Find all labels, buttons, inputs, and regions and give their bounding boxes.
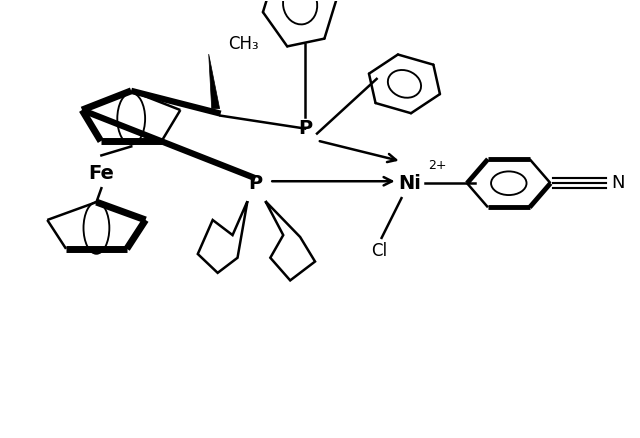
Text: 2+: 2+ (428, 159, 447, 172)
Text: P: P (248, 174, 262, 193)
Text: Fe: Fe (88, 164, 115, 183)
Text: Cl: Cl (372, 242, 388, 260)
Text: Ni: Ni (398, 174, 421, 193)
Polygon shape (209, 54, 220, 109)
Text: P: P (298, 119, 312, 138)
Text: N: N (611, 174, 625, 192)
Text: CH₃: CH₃ (228, 35, 259, 53)
